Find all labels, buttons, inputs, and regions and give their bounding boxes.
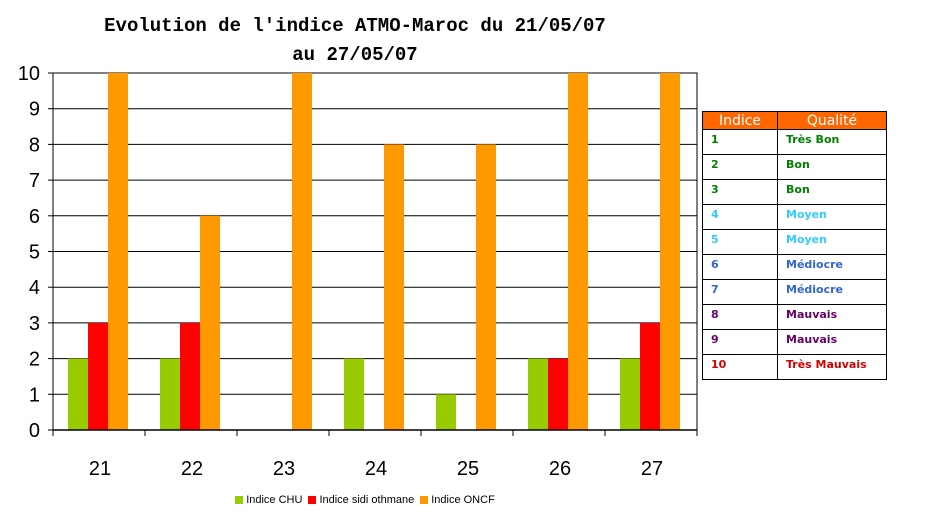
y-tick-label: 1 [29,384,40,406]
chart-legend: Indice CHU Indice sidi othmane Indice ONCF [0,494,730,506]
bar [344,358,364,430]
quality-table-row: 3 Bon [702,179,887,205]
quality-table-row: 4 Moyen [702,204,887,230]
legend-item: Indice CHU [235,494,302,506]
bar [88,322,108,430]
quality-label-cell: Médiocre [777,254,887,280]
legend-swatch [235,496,244,504]
y-tick-label: 7 [29,170,40,192]
legend-item: Indice ONCF [420,494,495,506]
quality-label-cell: Très Bon [777,129,887,155]
quality-table-row: 9 Mauvais [702,329,887,355]
chart-title-line1: Evolution de l'indice ATMO-Maroc du 21/0… [104,15,606,37]
quality-label-cell: Moyen [777,229,887,255]
chart-title-line2: au 27/05/07 [292,44,418,66]
y-tick-label: 8 [29,134,40,156]
x-tick-label: 24 [365,458,387,480]
bar [68,358,88,430]
quality-indice-cell: 7 [702,279,778,305]
quality-indice-cell: 8 [702,304,778,330]
quality-table-row: 2 Bon [702,154,887,180]
bar [180,322,200,430]
quality-indice-cell: 9 [702,329,778,355]
quality-table-row: 6 Médiocre [702,254,887,280]
quality-label-cell: Mauvais [777,304,887,330]
header-indice: Indice [702,111,778,130]
legend-item: Indice sidi othmane [308,494,414,506]
quality-indice-cell: 1 [702,129,778,155]
bar [200,215,220,430]
bar [548,358,568,430]
y-tick-label: 10 [18,63,40,85]
bar [528,358,548,430]
quality-table-header: Indice Qualité [702,111,887,130]
bar [476,144,496,430]
x-tick-label: 23 [273,458,295,480]
quality-label-cell: Très Mauvais [777,354,887,380]
legend-label: Indice sidi othmane [319,494,415,506]
quality-table: Indice Qualité 1 Très Bon 2 Bon 3 Bon 4 Moyen 5 M… [702,111,887,380]
quality-label-cell: Bon [777,179,887,205]
legend-label: Indice ONCF [431,494,495,506]
y-tick-label: 4 [29,277,40,299]
y-tick-label: 3 [29,313,40,335]
bar [160,358,180,430]
legend-swatch [420,496,429,504]
y-tick-label: 2 [29,349,40,371]
y-tick-label: 0 [29,420,40,442]
x-tick-label: 26 [549,458,571,480]
legend-label: Indice CHU [246,494,303,506]
x-tick-label: 21 [89,458,111,480]
quality-table-row: 7 Médiocre [702,279,887,305]
quality-label-cell: Mauvais [777,329,887,355]
quality-table-row: 10 Très Mauvais [702,354,887,380]
quality-indice-cell: 3 [702,179,778,205]
x-tick-label: 27 [641,458,663,480]
bar [384,144,404,430]
quality-table-row: 5 Moyen [702,229,887,255]
x-tick-label: 25 [457,458,479,480]
x-tick-label: 22 [181,458,203,480]
quality-indice-cell: 5 [702,229,778,255]
chart-title: Evolution de l'indice ATMO-Maroc du 21/0… [40,12,670,70]
quality-indice-cell: 2 [702,154,778,180]
bar [640,322,660,430]
y-tick-label: 5 [29,242,40,264]
quality-indice-cell: 6 [702,254,778,280]
header-qualite: Qualité [777,111,887,130]
quality-indice-cell: 4 [702,204,778,230]
bar [436,394,456,430]
bar [620,358,640,430]
quality-label-cell: Bon [777,154,887,180]
quality-label-cell: Moyen [777,204,887,230]
legend-swatch [308,496,317,504]
bar [292,73,312,430]
quality-table-row: 1 Très Bon [702,129,887,155]
quality-table-row: 8 Mauvais [702,304,887,330]
y-tick-label: 6 [29,206,40,228]
quality-indice-cell: 10 [702,354,778,380]
bar [108,73,128,430]
quality-label-cell: Médiocre [777,279,887,305]
bar [568,73,588,430]
bar [660,73,680,430]
y-tick-label: 9 [29,99,40,121]
